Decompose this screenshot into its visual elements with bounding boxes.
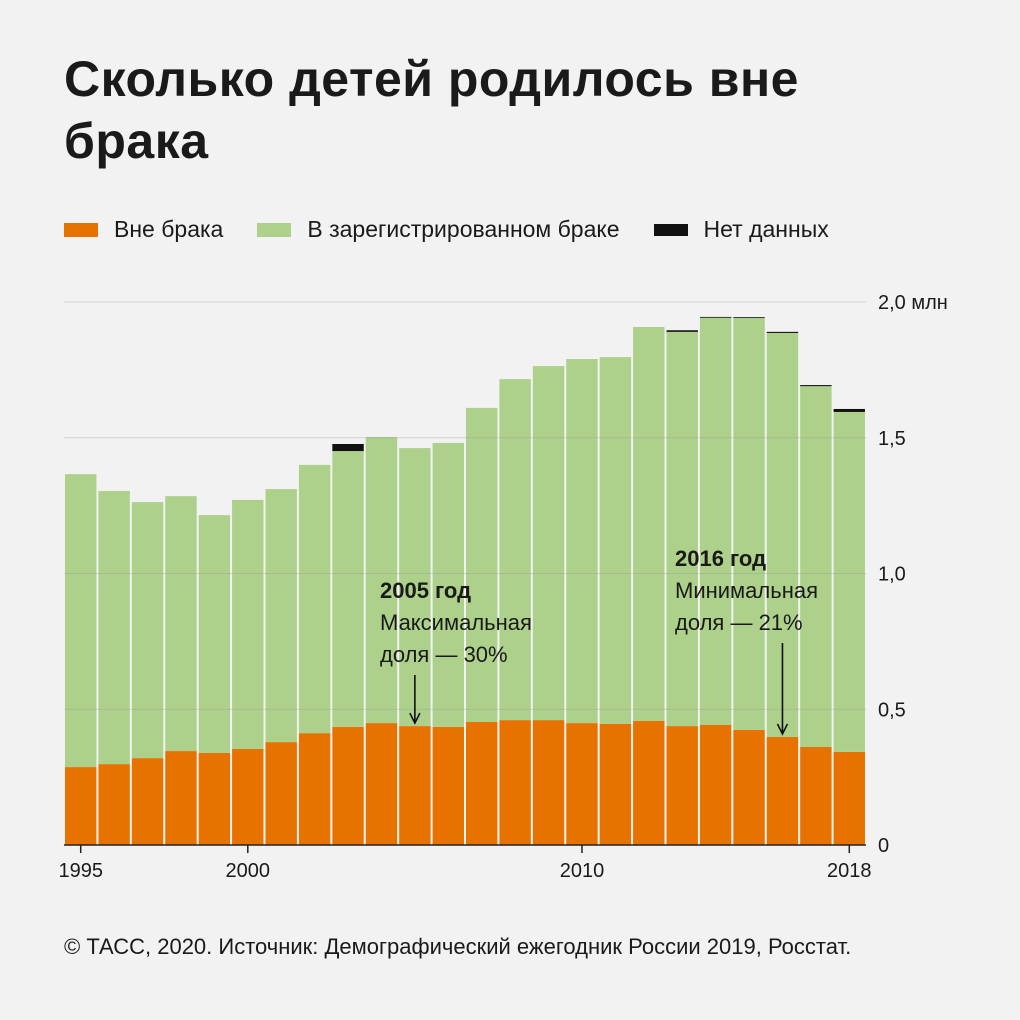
legend-label: В зарегистрированном браке: [307, 216, 620, 242]
x-tick-label: 2000: [226, 860, 271, 882]
bar-in-wedlock-2017: [800, 386, 832, 747]
bar-in-wedlock-2011: [599, 357, 632, 724]
bar-out-of-wedlock-1998: [165, 751, 197, 845]
bar-out-of-wedlock-2011: [599, 723, 632, 845]
bar-in-wedlock-1998: [165, 496, 197, 752]
bar-in-wedlock-2015: [733, 318, 765, 730]
bar-out-of-wedlock-2016: [766, 736, 799, 845]
bar-out-of-wedlock-2012: [633, 720, 665, 845]
bar-in-wedlock-2000: [232, 499, 264, 749]
bar-out-of-wedlock-2006: [432, 726, 464, 845]
bar-no-data-2017: [800, 385, 832, 387]
bar-out-of-wedlock-2002: [298, 733, 331, 845]
source-note: © ТАСС, 2020. Источник: Демографический …: [64, 934, 852, 959]
annotation-text: доля — 30%: [380, 642, 508, 667]
annotation-text: Максимальная: [380, 610, 532, 635]
bar-out-of-wedlock-2009: [532, 720, 565, 845]
bar-out-of-wedlock-1996: [98, 764, 130, 845]
bar-no-data-2016: [766, 331, 799, 333]
x-tick-label: 2010: [560, 860, 605, 882]
bar-in-wedlock-2004: [365, 436, 398, 724]
bar-out-of-wedlock-2015: [733, 729, 765, 845]
x-tick-label: 2018: [827, 860, 872, 882]
bar-in-wedlock-2001: [265, 489, 297, 743]
bar-out-of-wedlock-1999: [198, 752, 231, 845]
arrow-head-icon: [409, 712, 421, 725]
x-tick-label: 1995: [58, 860, 103, 882]
bar-in-wedlock-2007: [466, 407, 498, 723]
bar-out-of-wedlock-2005: [399, 726, 431, 845]
bar-out-of-wedlock-2008: [499, 720, 531, 845]
legend-label: Вне брака: [114, 216, 224, 242]
bar-no-data-2018: [833, 408, 865, 412]
legend-item-out-of-wedlock: Вне брака: [64, 216, 223, 243]
bar-in-wedlock-2010: [566, 359, 598, 724]
bar-in-wedlock-2008: [499, 379, 531, 721]
bar-in-wedlock-2018: [833, 411, 865, 752]
legend-label: Нет данных: [703, 216, 829, 242]
bar-in-wedlock-2006: [432, 442, 464, 727]
bar-no-data-2013: [666, 330, 698, 332]
bar-no-data-2014: [699, 316, 732, 318]
bar-in-wedlock-2002: [298, 464, 331, 734]
y-tick-label: 1,5: [878, 428, 906, 450]
bar-in-wedlock-1996: [98, 490, 130, 765]
annotation-text: Минимальная: [675, 578, 818, 603]
y-tick-label: 0,5: [878, 699, 906, 721]
bar-no-data-2003: [332, 443, 364, 452]
bar-out-of-wedlock-2017: [800, 746, 832, 845]
bar-out-of-wedlock-2007: [466, 722, 498, 845]
legend: Вне брака В зарегистрированном браке Нет…: [64, 216, 863, 243]
arrow-head-icon: [776, 723, 789, 736]
bar-in-wedlock-1995: [65, 474, 97, 768]
bar-out-of-wedlock-2001: [265, 742, 297, 845]
annotation-title: 2005 год: [380, 578, 471, 603]
bar-in-wedlock-1999: [198, 515, 231, 753]
legend-item-in-wedlock: В зарегистрированном браке: [257, 216, 620, 243]
bar-out-of-wedlock-2013: [666, 726, 698, 845]
legend-item-no-data: Нет данных: [653, 216, 829, 243]
bar-in-wedlock-2013: [666, 331, 698, 727]
y-tick-label: 1,0: [878, 564, 906, 586]
bar-out-of-wedlock-1995: [65, 767, 97, 845]
legend-swatch: [64, 222, 98, 237]
bar-in-wedlock-2009: [532, 366, 565, 721]
annotation-title: 2016 год: [675, 546, 766, 571]
y-tick-label: 2,0 млн: [878, 292, 948, 314]
annotation-text: доля — 21%: [675, 610, 803, 635]
bar-out-of-wedlock-2003: [332, 726, 364, 845]
legend-swatch: [257, 222, 292, 237]
bar-out-of-wedlock-1997: [131, 758, 164, 845]
bar-out-of-wedlock-2014: [699, 724, 732, 845]
bar-in-wedlock-2014: [699, 317, 732, 725]
y-tick-label: 0: [878, 835, 889, 857]
bar-in-wedlock-2003: [332, 451, 364, 727]
bar-out-of-wedlock-2004: [365, 723, 398, 845]
bar-no-data-2015: [733, 317, 765, 319]
bar-in-wedlock-1997: [131, 502, 164, 759]
legend-swatch: [653, 223, 688, 236]
bar-out-of-wedlock-2010: [566, 723, 598, 845]
chart-title: Сколько детей родилось вне брака: [64, 51, 799, 169]
bar-out-of-wedlock-2000: [232, 748, 264, 845]
bar-out-of-wedlock-2018: [833, 751, 865, 845]
bar-in-wedlock-2012: [633, 326, 665, 721]
